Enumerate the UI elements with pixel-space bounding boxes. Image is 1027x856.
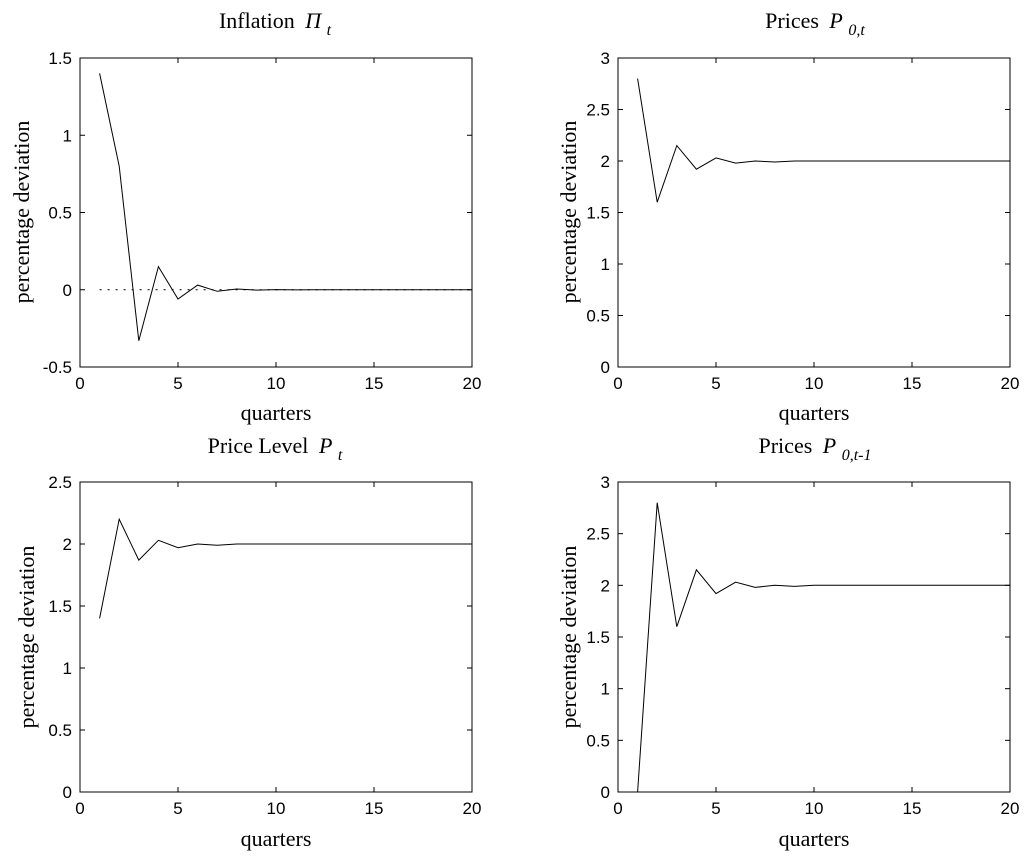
x-tick-label: 20 [1001, 799, 1020, 818]
y-tick-label: 1 [63, 126, 72, 145]
y-tick-label: 0 [63, 281, 72, 300]
panel-prices-p0t: Prices P 0,t 0 5 10 15 20 0 0.5 1 1.5 2 2.5 3 quart… [556, 8, 1019, 425]
y-tick-label: 2.5 [586, 101, 610, 120]
x-tick-label: 10 [267, 799, 286, 818]
chart-title: Prices P 0,t-1 [759, 433, 872, 464]
y-tick-label: 2 [63, 535, 72, 554]
y-tick-label: 2 [601, 576, 610, 595]
y-tick-label: 1.5 [586, 204, 610, 223]
x-tick-label: 0 [613, 799, 622, 818]
x-tick-label: 15 [365, 374, 384, 393]
x-tick-label: 5 [711, 374, 720, 393]
plot-frame [79, 481, 473, 793]
y-tick-label: 2.5 [586, 525, 610, 544]
chart-title-text: Price Level [208, 433, 309, 458]
y-tick-label: 0 [601, 358, 610, 377]
chart-title-text: Inflation [219, 8, 295, 33]
x-tick-label: 5 [173, 799, 182, 818]
x-tick-label: 5 [173, 374, 182, 393]
x-tick-label: 20 [463, 799, 482, 818]
y-tick-label: 2.5 [48, 473, 72, 492]
chart-title-symbol: P [822, 433, 836, 458]
chart-title-subscript: 0,t-1 [842, 447, 872, 464]
x-tick-label: 15 [903, 799, 922, 818]
y-tick-label: -0.5 [43, 358, 72, 377]
y-axis-label: percentage deviation [9, 121, 34, 304]
y-tick-label: 1.5 [586, 628, 610, 647]
series-group [637, 78, 1010, 203]
panel-price-level: Price Level P t 0 5 10 15 20 0 0.5 1 1.5 2 2.5 qua… [14, 433, 481, 851]
x-tick-label: 0 [75, 799, 84, 818]
chart-title: Price Level P t [208, 433, 343, 464]
chart-title-symbol: Π [304, 8, 322, 33]
plot-frame [79, 57, 473, 368]
chart-title-symbol: P [318, 433, 332, 458]
series-group [637, 502, 1010, 793]
x-axis-label: quarters [241, 826, 312, 851]
y-tick-label: 1 [601, 255, 610, 274]
x-tick-label: 5 [711, 799, 720, 818]
x-tick-label: 10 [805, 374, 824, 393]
x-tick-label: 10 [267, 374, 286, 393]
series-line [99, 517, 472, 619]
x-tick-label: 15 [903, 374, 922, 393]
y-tick-label: 1.5 [48, 49, 72, 68]
tick-group: 0 5 10 15 20-0.500.511.5 [43, 49, 482, 393]
x-tick-label: 20 [463, 374, 482, 393]
series-line [637, 502, 1010, 793]
chart-title-text: Prices [759, 433, 813, 458]
chart-title-subscript: 0,t [848, 22, 865, 39]
plot-frame [617, 481, 1011, 793]
chart-title-text: Prices [765, 8, 819, 33]
y-axis-label: percentage deviation [14, 546, 39, 729]
panel-prices-p0t-1: Prices P 0,t-1 0 5 10 15 20 0 0.5 1 1.5 2 2.5 3 qua… [556, 433, 1019, 851]
y-tick-label: 1.5 [48, 597, 72, 616]
x-tick-label: 0 [613, 374, 622, 393]
chart-title: Inflation Π t [219, 8, 332, 39]
chart-title-subscript: t [327, 22, 332, 39]
y-axis-label: percentage deviation [556, 546, 581, 729]
tick-group: 0 5 10 15 20 0 0.5 1 1.5 2 2.5 [48, 473, 481, 818]
series-group [99, 73, 472, 341]
x-tick-label: 20 [1001, 374, 1020, 393]
y-tick-label: 3 [601, 49, 610, 68]
series-line [99, 73, 472, 341]
x-axis-label: quarters [779, 400, 850, 425]
y-tick-label: 1 [601, 680, 610, 699]
plot-frame [617, 57, 1011, 368]
y-tick-label: 2 [601, 152, 610, 171]
y-tick-label: 0 [63, 783, 72, 802]
y-tick-label: 0.5 [48, 204, 72, 223]
y-tick-label: 0 [601, 783, 610, 802]
tick-group: 0 5 10 15 20 0 0.5 1 1.5 2 2.5 3 [586, 473, 1019, 818]
x-tick-label: 15 [365, 799, 384, 818]
tick-group: 0 5 10 15 20 0 0.5 1 1.5 2 2.5 3 [586, 49, 1019, 393]
chart-title-subscript: t [338, 447, 343, 464]
series-group [99, 517, 472, 619]
y-axis-label: percentage deviation [556, 121, 581, 304]
y-tick-label: 0.5 [586, 307, 610, 326]
y-tick-label: 0.5 [48, 721, 72, 740]
y-tick-label: 1 [63, 659, 72, 678]
x-tick-label: 0 [75, 374, 84, 393]
chart-title: Prices P 0,t [765, 8, 865, 39]
x-tick-label: 10 [805, 799, 824, 818]
x-axis-label: quarters [779, 826, 850, 851]
y-tick-label: 3 [601, 473, 610, 492]
y-tick-label: 0.5 [586, 731, 610, 750]
chart-title-symbol: P [828, 8, 842, 33]
x-axis-label: quarters [241, 400, 312, 425]
panel-inflation: Inflation Π t 0 5 10 15 20-0.500.511.5 quart… [9, 8, 481, 425]
series-line [637, 78, 1010, 203]
